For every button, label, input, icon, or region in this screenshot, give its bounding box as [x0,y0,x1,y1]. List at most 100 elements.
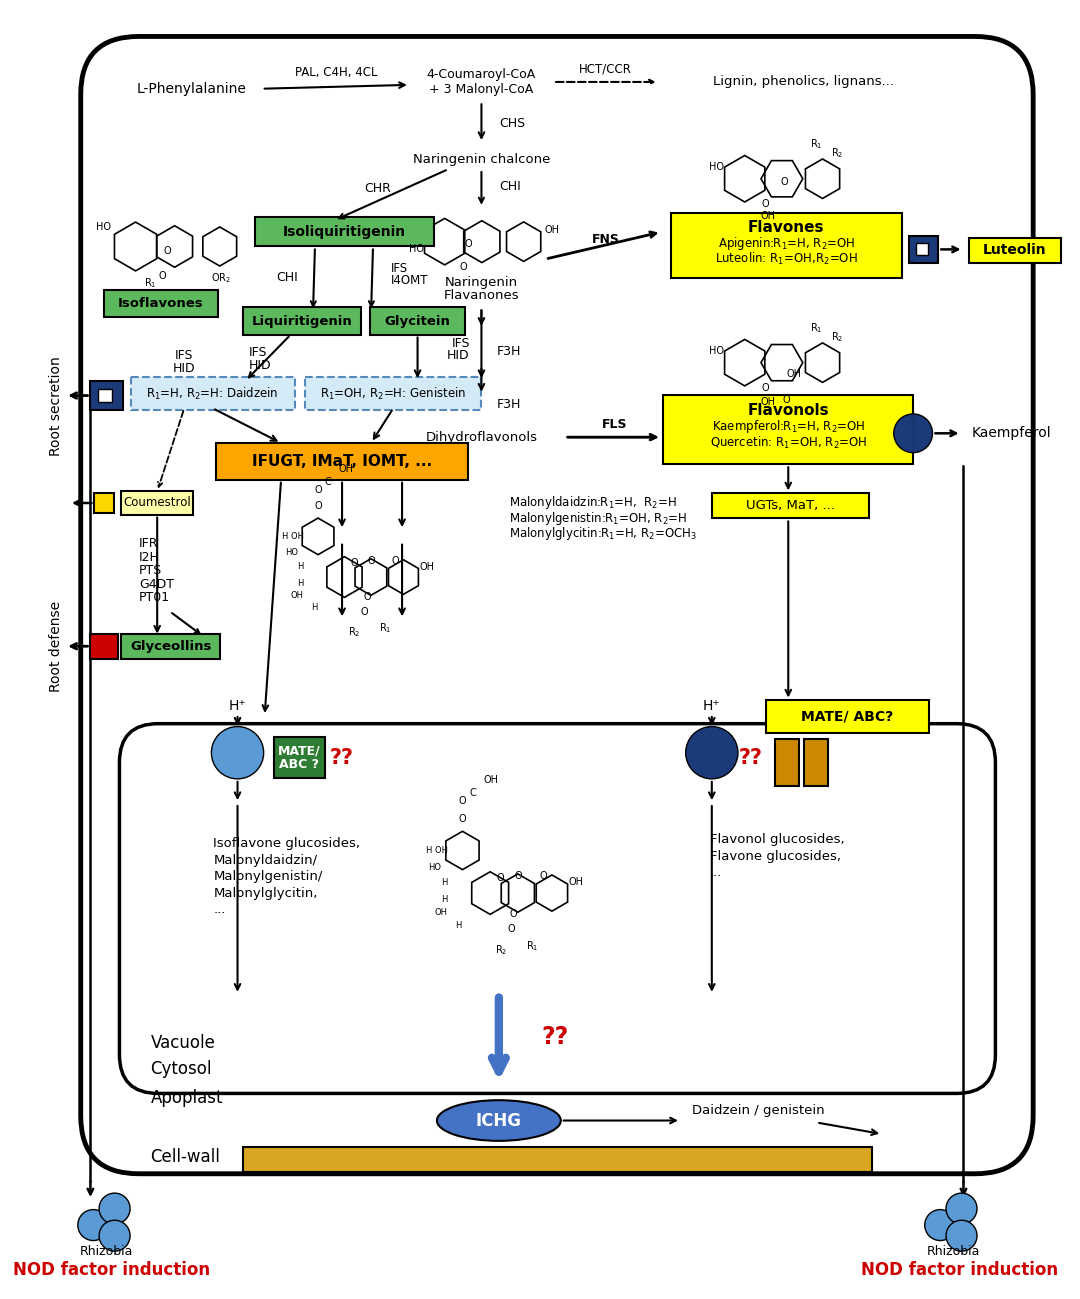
Bar [104,290,218,317]
Text: R$_2$: R$_2$ [349,625,361,639]
Circle shape [946,1192,977,1224]
Text: OH: OH [291,591,303,600]
Text: Root secretion: Root secretion [49,356,63,456]
Bar [255,217,434,247]
Text: Dihydroflavonols: Dihydroflavonols [426,431,538,444]
Text: Luteolin: Luteolin [983,243,1047,257]
Text: H OH: H OH [426,846,447,855]
Text: IFUGT, IMaT, IOMT, ...: IFUGT, IMaT, IOMT, ... [252,453,432,469]
Text: Liquiritigenin: Liquiritigenin [252,314,353,327]
Text: Flavones: Flavones [748,220,825,235]
Text: C: C [325,477,332,487]
Text: R$_2$: R$_2$ [832,147,843,160]
Text: 4-Coumaroyl-CoA: 4-Coumaroyl-CoA [427,68,536,81]
Text: OH: OH [484,776,499,785]
Bar [216,443,468,479]
Text: Quercetin: R$_1$=OH, R$_2$=OH: Quercetin: R$_1$=OH, R$_2$=OH [710,435,867,451]
Text: HO: HO [708,162,724,173]
Text: O: O [363,592,370,603]
Text: Rhizobia: Rhizobia [927,1244,981,1257]
Text: HO: HO [708,346,724,356]
Bar [804,739,828,786]
Text: H OH: H OH [282,531,303,540]
Text: O: O [497,873,504,883]
Text: Coumestrol: Coumestrol [123,496,191,509]
Text: NOD factor induction: NOD factor induction [13,1260,211,1278]
Text: O: O [159,270,166,281]
Bar [712,494,868,518]
Text: IFS: IFS [391,262,407,275]
Text: OH: OH [786,369,801,379]
Text: O: O [510,909,517,920]
Text: Cytosol: Cytosol [150,1060,212,1078]
Text: R$_1$: R$_1$ [379,621,391,635]
Text: Flavone glucosides,: Flavone glucosides, [710,850,841,863]
Text: H⁺: H⁺ [703,699,720,713]
Text: O: O [459,262,467,273]
FancyBboxPatch shape [120,724,996,1094]
Text: O: O [459,796,467,807]
Text: F3H: F3H [497,397,522,410]
Bar [243,308,362,335]
Circle shape [924,1209,956,1241]
Text: ??: ?? [330,747,354,768]
Text: FNS: FNS [592,234,619,247]
Text: OH: OH [338,464,353,474]
Text: R$_2$: R$_2$ [832,330,843,344]
Circle shape [99,1192,130,1224]
Bar [91,381,123,410]
Text: Isoliquiritigenin: Isoliquiritigenin [283,225,406,239]
Text: O: O [508,925,515,934]
Text: O: O [367,556,375,566]
Text: Glyceollins: Glyceollins [130,639,212,652]
Text: HO: HO [285,548,298,557]
Bar [98,388,111,403]
Text: O: O [540,872,548,881]
Bar [663,395,913,464]
Text: O: O [459,813,467,824]
Bar [94,494,113,513]
Text: O: O [464,239,472,249]
Bar [671,213,902,278]
Text: H: H [442,878,447,887]
FancyBboxPatch shape [306,377,482,410]
Text: Apoplast: Apoplast [150,1090,222,1107]
Text: Cell-wall: Cell-wall [150,1148,220,1167]
Text: R$_1$=H, R$_2$=H: Daidzein: R$_1$=H, R$_2$=H: Daidzein [146,386,279,401]
Text: Luteolin: R$_1$=OH,R$_2$=OH: Luteolin: R$_1$=OH,R$_2$=OH [715,251,858,268]
Text: O: O [314,501,322,511]
Bar [243,1147,873,1172]
Text: Rhizobia: Rhizobia [80,1244,134,1257]
Text: H: H [297,562,303,572]
Text: Malonylgenistin:R$_1$=OH, R$_2$=H: Malonylgenistin:R$_1$=OH, R$_2$=H [509,511,687,527]
Text: H: H [455,921,461,930]
Text: G4DT: G4DT [139,578,174,591]
Text: IFR: IFR [139,538,159,551]
Text: O: O [781,177,788,187]
Text: HID: HID [173,362,195,375]
Text: IFS: IFS [175,349,193,362]
Text: HID: HID [447,349,470,362]
Text: NOD factor induction: NOD factor induction [861,1260,1058,1278]
Text: HO: HO [408,244,423,253]
Text: R$_1$=OH, R$_2$=H: Genistein: R$_1$=OH, R$_2$=H: Genistein [321,386,467,401]
Text: PT01: PT01 [139,591,170,604]
Text: HO: HO [96,222,111,233]
Text: CHI: CHI [275,271,297,284]
Text: IFS: IFS [249,347,268,360]
Ellipse shape [437,1100,561,1141]
Text: O: O [163,247,171,256]
Bar [121,634,220,659]
Text: Malonylglycitin:R$_1$=H, R$_2$=OCH$_3$: Malonylglycitin:R$_1$=H, R$_2$=OCH$_3$ [509,526,697,543]
Circle shape [99,1220,130,1251]
Text: OH: OH [420,562,434,572]
Text: C: C [470,788,476,798]
Text: IFS: IFS [451,336,470,349]
Text: MATE/: MATE/ [278,744,321,757]
Text: Flavonol glucosides,: Flavonol glucosides, [710,834,845,847]
Text: ...: ... [214,903,226,916]
Text: O: O [361,607,368,617]
Text: O: O [514,872,522,881]
Text: CHR: CHR [364,182,391,195]
Text: Isoflavone glucosides,: Isoflavone glucosides, [214,837,361,851]
